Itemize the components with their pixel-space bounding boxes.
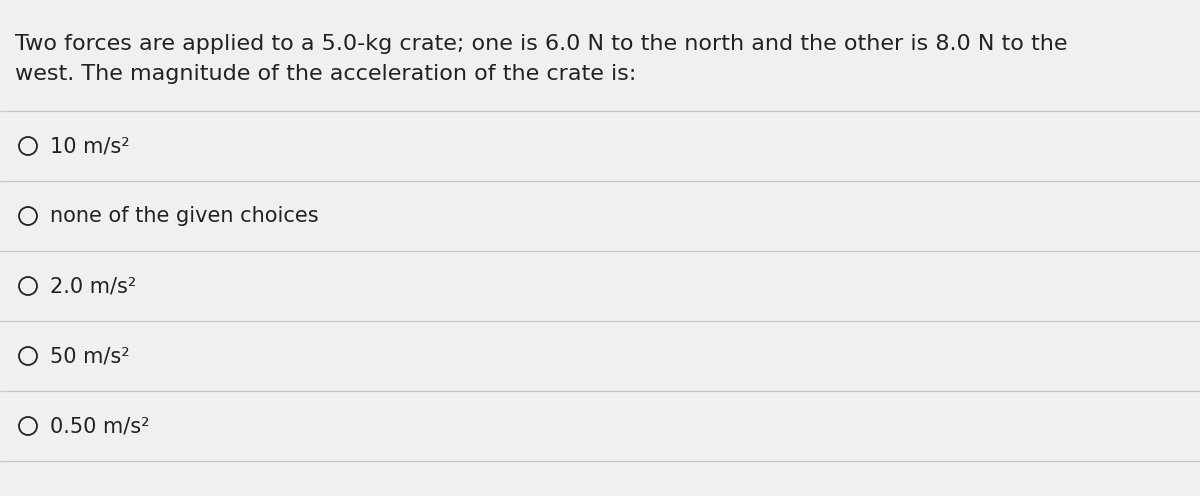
Text: 2.0 m/s²: 2.0 m/s²	[50, 276, 137, 296]
Text: 10 m/s²: 10 m/s²	[50, 136, 130, 156]
Text: Two forces are applied to a 5.0-kg crate; one is 6.0 N to the north and the othe: Two forces are applied to a 5.0-kg crate…	[14, 34, 1068, 54]
Text: 0.50 m/s²: 0.50 m/s²	[50, 416, 150, 436]
Text: none of the given choices: none of the given choices	[50, 206, 319, 226]
Text: 50 m/s²: 50 m/s²	[50, 346, 130, 366]
Text: west. The magnitude of the acceleration of the crate is:: west. The magnitude of the acceleration …	[14, 64, 636, 84]
